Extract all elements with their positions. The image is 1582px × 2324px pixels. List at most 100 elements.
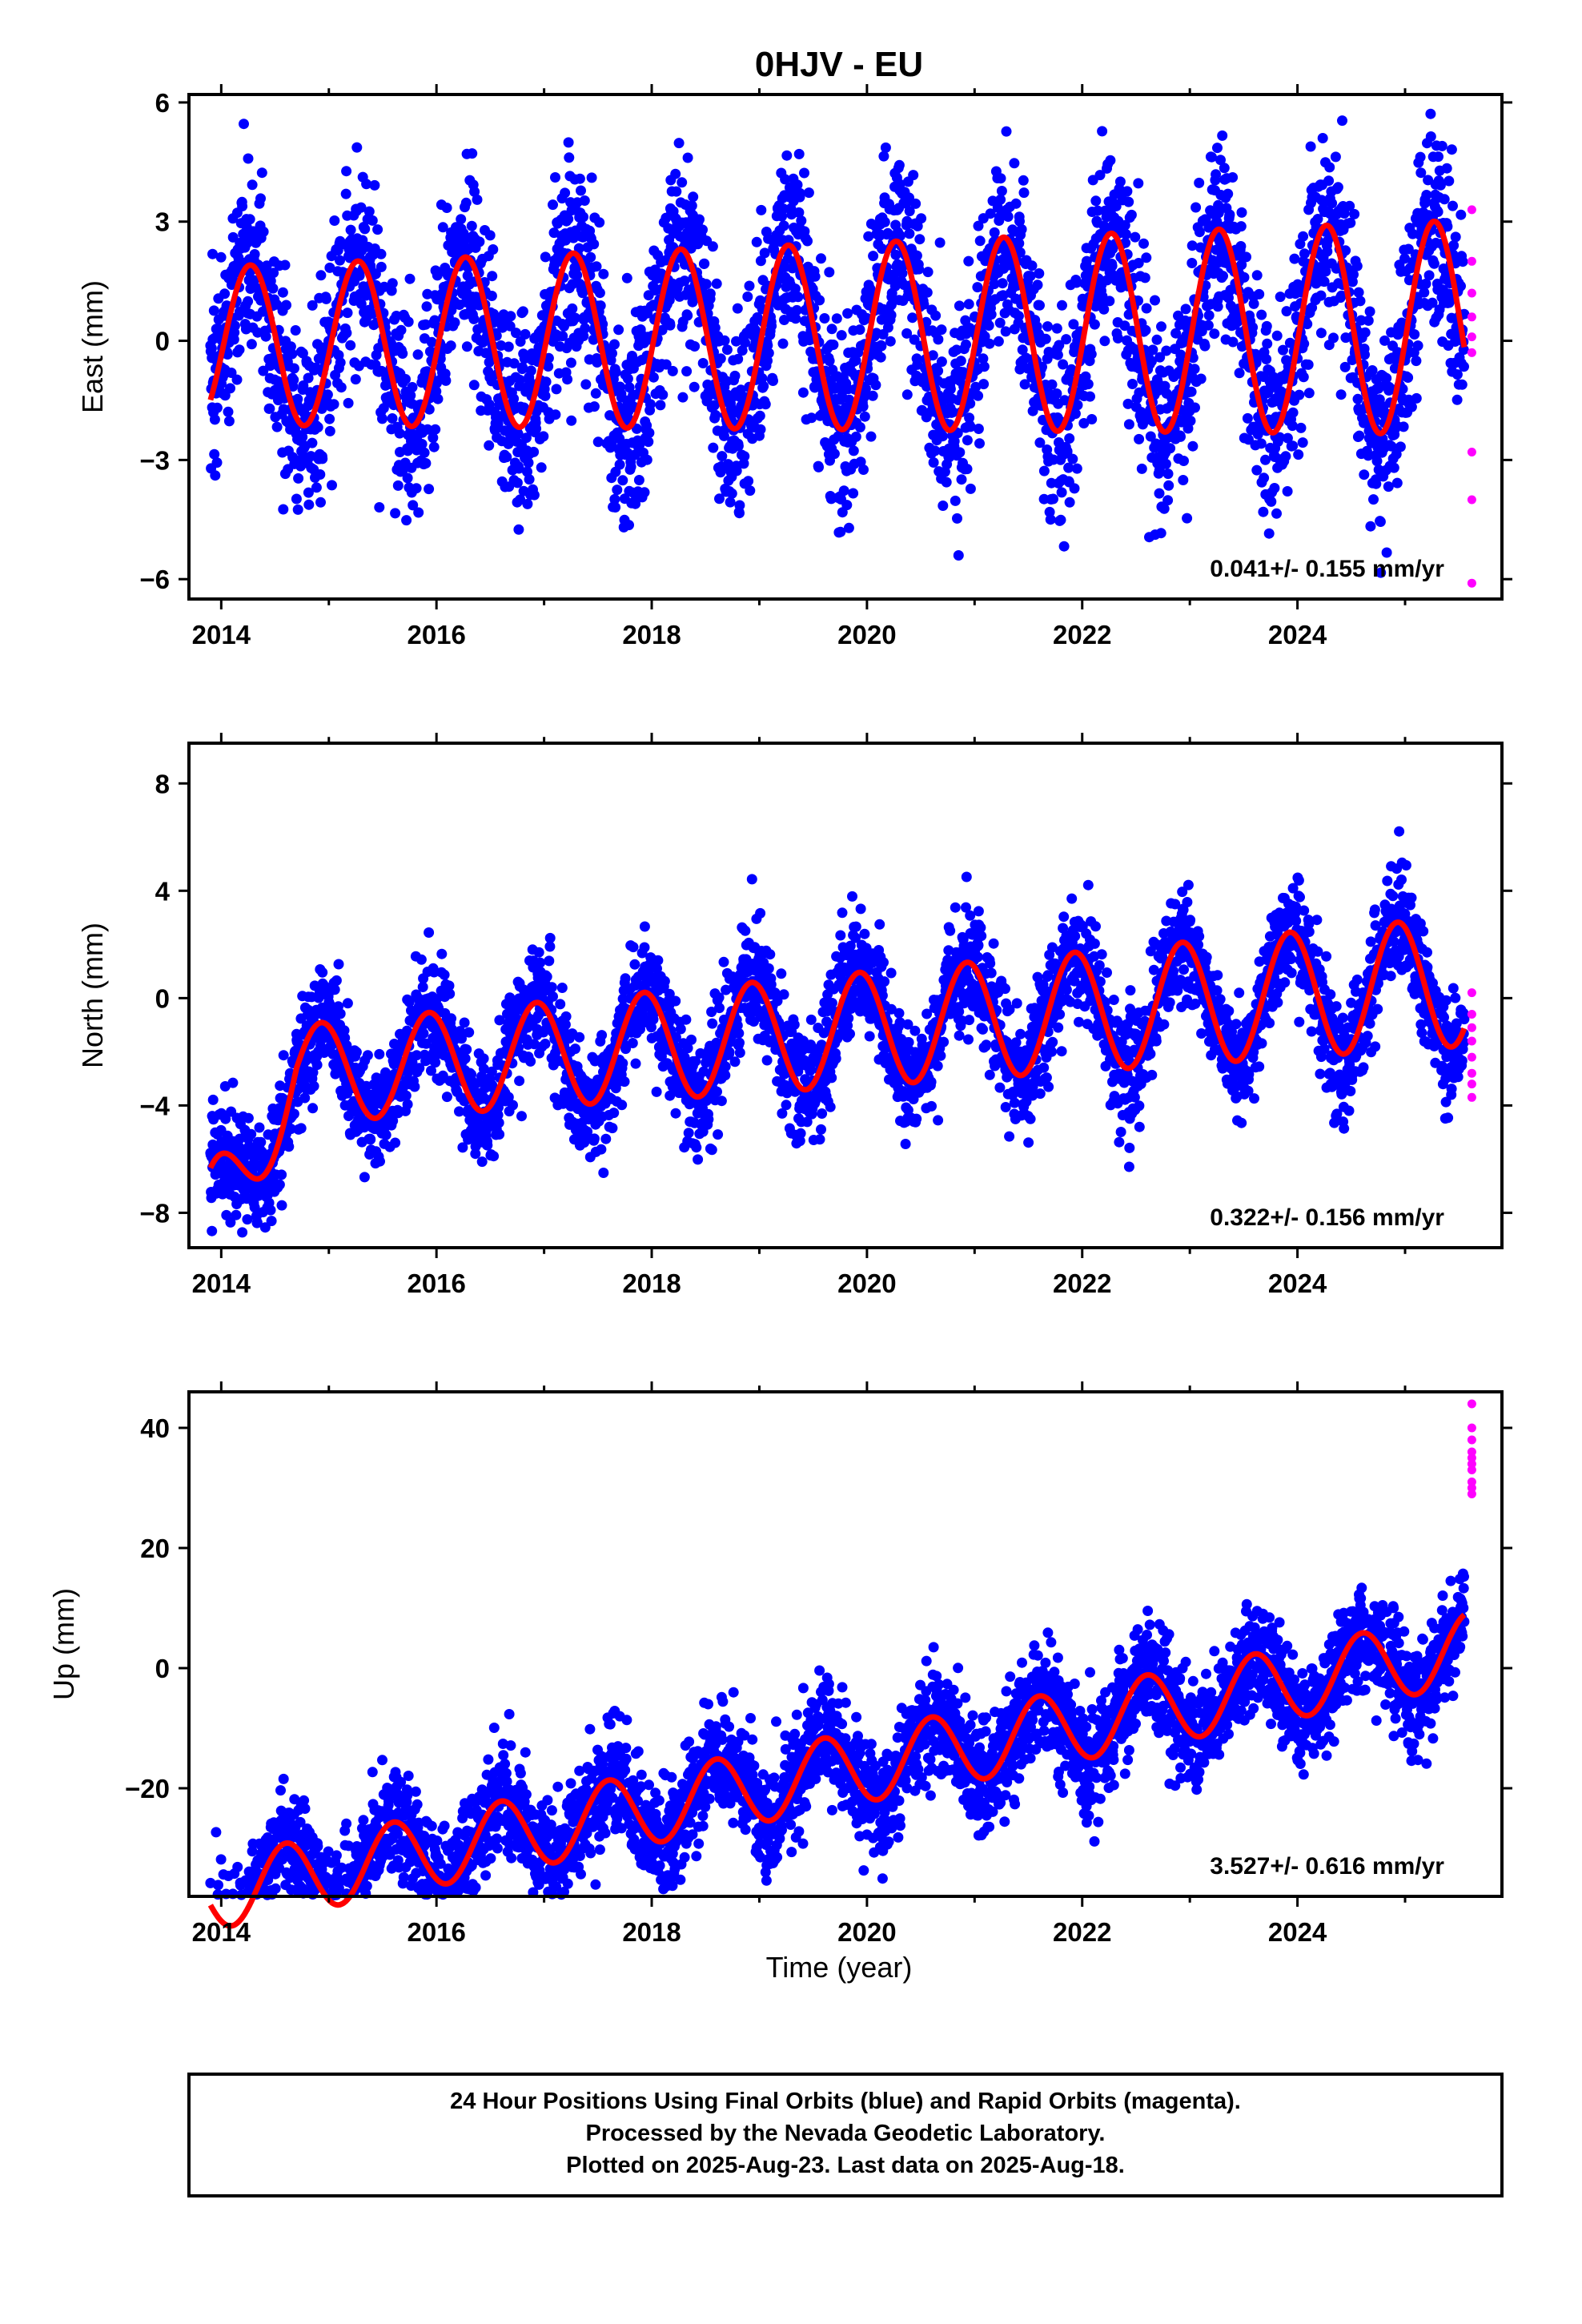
final-point bbox=[797, 387, 809, 398]
final-point bbox=[781, 150, 793, 161]
final-point bbox=[573, 243, 584, 254]
final-point bbox=[1303, 359, 1314, 370]
final-point bbox=[1045, 514, 1056, 525]
final-point bbox=[809, 271, 821, 282]
final-point bbox=[229, 320, 240, 332]
final-point bbox=[298, 380, 309, 391]
final-point bbox=[1127, 379, 1138, 389]
final-point bbox=[1032, 279, 1043, 291]
final-point bbox=[408, 500, 419, 511]
final-point bbox=[244, 214, 255, 225]
final-point bbox=[725, 497, 736, 508]
final-point bbox=[243, 296, 254, 307]
final-point bbox=[1256, 309, 1267, 320]
final-point bbox=[1136, 463, 1147, 474]
final-point bbox=[705, 288, 716, 300]
final-point bbox=[565, 357, 576, 368]
final-point bbox=[520, 328, 531, 340]
final-point bbox=[1056, 487, 1067, 498]
final-point bbox=[1391, 477, 1403, 489]
final-point bbox=[731, 465, 742, 476]
final-point bbox=[460, 197, 472, 208]
final-point bbox=[1013, 311, 1024, 322]
final-point bbox=[487, 271, 498, 282]
final-point bbox=[610, 502, 621, 513]
final-point bbox=[350, 374, 361, 385]
final-point bbox=[842, 308, 853, 319]
final-point bbox=[754, 410, 765, 421]
final-point bbox=[579, 195, 590, 206]
final-point bbox=[739, 451, 750, 462]
final-point bbox=[1255, 438, 1267, 449]
final-point bbox=[1271, 330, 1283, 341]
final-point bbox=[1349, 208, 1360, 219]
final-point bbox=[307, 437, 318, 448]
final-point bbox=[517, 362, 528, 373]
final-point bbox=[1224, 209, 1235, 220]
rapid-point bbox=[1467, 256, 1476, 266]
final-point bbox=[993, 336, 1004, 347]
final-point bbox=[237, 201, 248, 211]
final-point bbox=[264, 403, 275, 414]
final-point bbox=[1289, 253, 1300, 264]
final-point bbox=[564, 152, 575, 163]
final-point bbox=[1294, 389, 1305, 400]
final-point bbox=[206, 343, 217, 354]
final-point bbox=[566, 415, 577, 426]
rapid-point bbox=[1467, 205, 1476, 215]
final-point bbox=[488, 1151, 500, 1162]
final-point bbox=[208, 305, 219, 316]
final-point bbox=[1141, 303, 1152, 314]
final-point bbox=[671, 186, 682, 197]
final-point bbox=[207, 1225, 218, 1236]
final-point bbox=[1203, 310, 1215, 321]
final-point bbox=[718, 430, 729, 441]
final-point bbox=[416, 954, 427, 965]
final-point bbox=[1456, 379, 1468, 390]
final-point bbox=[699, 258, 710, 269]
x-tick-label: 2018 bbox=[622, 620, 681, 649]
final-point bbox=[1354, 430, 1365, 441]
final-point bbox=[952, 513, 962, 524]
final-point bbox=[464, 1027, 475, 1038]
final-point bbox=[814, 295, 825, 306]
final-point bbox=[1260, 454, 1271, 465]
final-point bbox=[1194, 227, 1205, 238]
final-point bbox=[528, 446, 540, 457]
final-point bbox=[624, 520, 634, 531]
final-point bbox=[1064, 433, 1075, 444]
final-point bbox=[1305, 141, 1316, 152]
final-point bbox=[1086, 348, 1097, 360]
final-point bbox=[1105, 155, 1116, 166]
final-point bbox=[243, 153, 254, 164]
final-point bbox=[1162, 495, 1174, 506]
final-point bbox=[865, 431, 877, 442]
final-point bbox=[239, 119, 249, 130]
final-point bbox=[1459, 361, 1469, 372]
final-point bbox=[941, 476, 952, 488]
final-point bbox=[493, 1117, 504, 1128]
final-point bbox=[1090, 195, 1102, 207]
final-point bbox=[953, 550, 964, 561]
final-point bbox=[514, 1076, 525, 1087]
y-tick-label: −3 bbox=[139, 445, 170, 475]
final-point bbox=[732, 303, 743, 314]
final-point bbox=[1364, 306, 1375, 317]
final-point bbox=[714, 493, 725, 505]
final-point bbox=[1227, 336, 1239, 348]
final-point bbox=[271, 421, 283, 432]
final-point bbox=[803, 187, 814, 199]
final-point bbox=[1016, 223, 1027, 235]
final-point bbox=[536, 462, 547, 473]
final-point bbox=[994, 317, 1006, 328]
final-point bbox=[607, 348, 617, 359]
final-point bbox=[667, 365, 678, 376]
final-point bbox=[711, 278, 722, 289]
final-point bbox=[613, 324, 624, 336]
final-point bbox=[682, 310, 693, 321]
final-point bbox=[540, 1039, 551, 1049]
final-point bbox=[508, 358, 520, 369]
final-point bbox=[679, 275, 690, 287]
final-point bbox=[375, 248, 387, 259]
final-point bbox=[677, 392, 689, 403]
